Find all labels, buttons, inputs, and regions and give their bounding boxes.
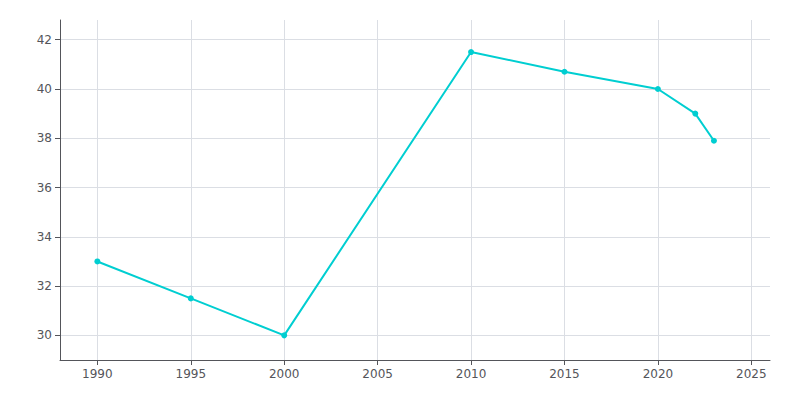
svg-text:2015: 2015	[549, 367, 580, 381]
svg-text:42: 42	[37, 33, 52, 47]
svg-text:2005: 2005	[362, 367, 393, 381]
svg-text:2025: 2025	[736, 367, 767, 381]
svg-text:1995: 1995	[176, 367, 207, 381]
svg-text:1990: 1990	[82, 367, 113, 381]
svg-text:2000: 2000	[269, 367, 300, 381]
svg-text:32: 32	[37, 279, 52, 293]
svg-text:2010: 2010	[456, 367, 487, 381]
svg-text:34: 34	[37, 230, 52, 244]
svg-text:38: 38	[37, 131, 52, 145]
svg-text:30: 30	[37, 328, 52, 342]
svg-text:2020: 2020	[643, 367, 674, 381]
svg-text:40: 40	[37, 82, 52, 96]
svg-text:36: 36	[37, 181, 52, 195]
